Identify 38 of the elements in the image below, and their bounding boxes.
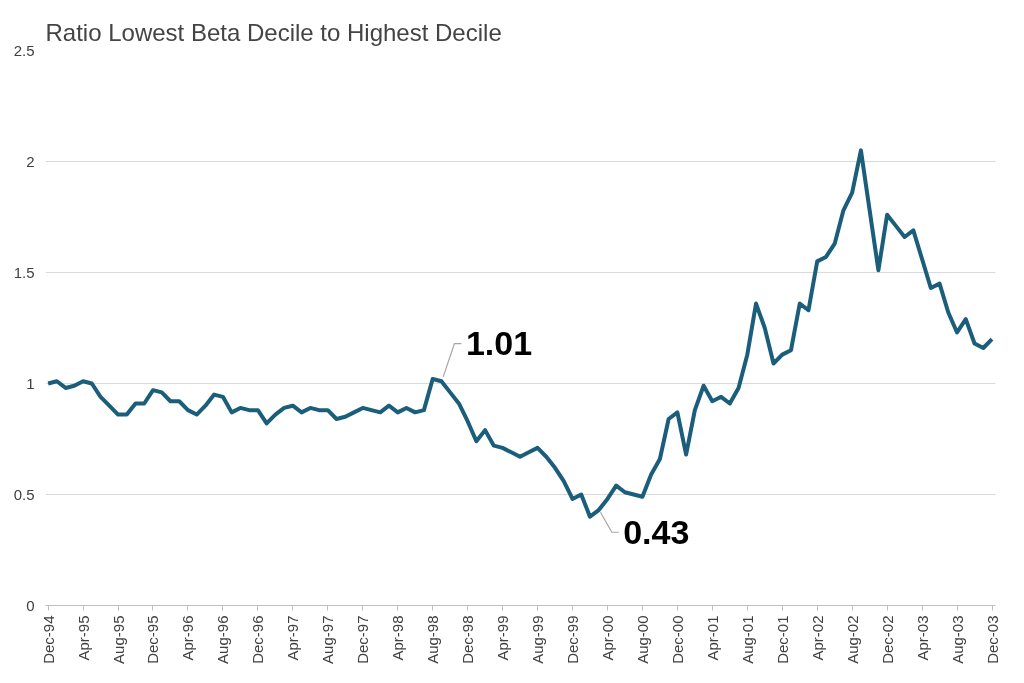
x-tick-label: Dec-97	[354, 615, 372, 664]
x-tick-label: Apr-00	[598, 615, 616, 661]
x-tick-label: Dec-98	[459, 615, 477, 664]
x-tick-label: Aug-98	[424, 615, 442, 664]
x-tick-label: Aug-97	[319, 615, 337, 664]
annotation: 1.01	[465, 324, 533, 363]
y-tick-label: 1	[26, 374, 35, 392]
y-tick-label: 0	[26, 596, 35, 614]
x-tick-label: Apr-01	[703, 615, 721, 661]
x-tick-label: Apr-02	[808, 615, 826, 661]
x-tick-label: Apr-95	[74, 615, 92, 661]
y-tick-label: 1.5	[13, 263, 35, 281]
x-tick-label: Apr-03	[913, 615, 931, 661]
x-tick-label: Aug-00	[633, 615, 651, 664]
y-tick-label: 2	[26, 152, 35, 170]
x-tick-label: Aug-03	[948, 615, 966, 664]
x-tick-label: Dec-02	[878, 615, 896, 664]
x-tick-label: Aug-96	[214, 615, 232, 664]
annotation: 0.43	[623, 512, 690, 551]
x-tick-label: Dec-96	[249, 615, 267, 664]
x-tick-label: Aug-01	[738, 615, 756, 664]
x-tick-label: Dec-01	[773, 615, 791, 664]
x-tick-label: Dec-00	[668, 615, 686, 664]
x-tick-label: Apr-96	[179, 615, 197, 661]
x-tick-label: Apr-97	[284, 615, 302, 661]
x-tick-label: Aug-02	[843, 615, 861, 664]
x-tick-label: Dec-95	[144, 615, 162, 664]
x-tick-label: Apr-99	[494, 615, 512, 661]
x-tick-label: Apr-98	[389, 615, 407, 661]
x-tick-label: Dec-03	[983, 615, 1001, 664]
chart-title: Ratio Lowest Beta Decile to Highest Decile	[45, 18, 502, 46]
x-tick-label: Aug-99	[529, 615, 547, 664]
y-tick-label: 0.5	[13, 485, 35, 503]
line-series	[46, 148, 994, 519]
y-tick-label: 2.5	[13, 41, 35, 59]
x-tick-label: Dec-99	[564, 615, 581, 664]
x-tick-label: Dec-94	[39, 615, 57, 664]
x-tick-label: Aug-95	[109, 615, 127, 664]
